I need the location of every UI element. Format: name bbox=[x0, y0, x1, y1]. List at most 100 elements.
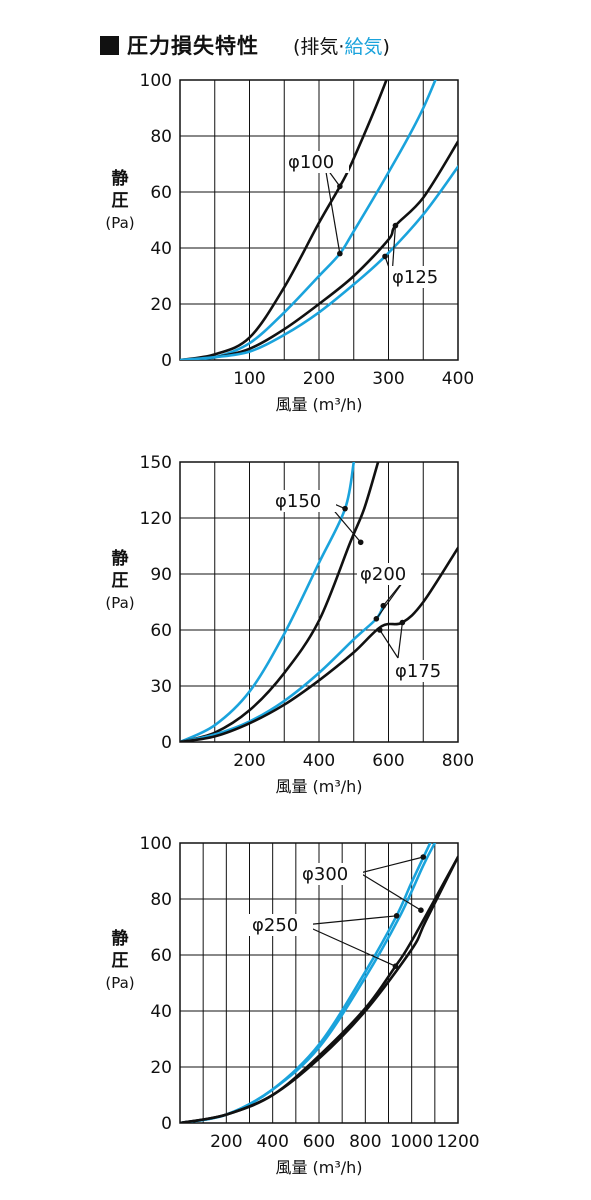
plot-frame bbox=[179, 842, 459, 1124]
chart-title: 圧力損失特性 (排気·給気) bbox=[100, 28, 390, 62]
title-subtitle: (排気·給気) bbox=[293, 32, 390, 59]
y-axis-label: (Pa) bbox=[105, 214, 134, 232]
x-tick-label: 300 bbox=[372, 369, 404, 389]
x-tick-label: 800 bbox=[349, 1132, 381, 1152]
annotation-leader-line bbox=[379, 629, 399, 659]
y-axis-label: 静 bbox=[112, 928, 129, 949]
annotation-leader-line bbox=[324, 165, 341, 254]
y-tick-label: 100 bbox=[140, 71, 172, 91]
x-tick-label: 400 bbox=[256, 1132, 288, 1152]
annotation-label: φ300 bbox=[302, 864, 348, 885]
series-group bbox=[180, 80, 458, 360]
chart-duct-100-125: 0 20 40 60 80 100 100 200 300 400 静圧 (Pa) 風量 (m³/h) φ… bbox=[105, 71, 474, 414]
grid-lines bbox=[180, 80, 458, 360]
annotation-dot bbox=[337, 183, 343, 190]
x-tick-label: 400 bbox=[303, 751, 335, 771]
y-tick-label: 0 bbox=[161, 733, 172, 753]
y-tick-label: 0 bbox=[161, 351, 172, 371]
x-tick-label: 200 bbox=[210, 1132, 242, 1152]
annotation-leader-line bbox=[303, 924, 396, 967]
annotation-leader-line bbox=[397, 622, 403, 659]
annotation-dot bbox=[342, 505, 348, 512]
y-tick-label: 0 bbox=[161, 1114, 172, 1134]
y-axis-label: 圧 bbox=[112, 951, 129, 971]
y-axis-label: 圧 bbox=[112, 191, 129, 211]
annotation-leader-line bbox=[359, 856, 424, 874]
annotation-label-bg bbox=[392, 660, 456, 682]
y-tick-label: 90 bbox=[150, 565, 172, 585]
x-tick-label: 600 bbox=[372, 751, 404, 771]
annotation-dot bbox=[377, 627, 383, 633]
annotation-label: φ250 bbox=[252, 915, 298, 936]
annotation-dot bbox=[373, 616, 380, 622]
y-tick-label: 40 bbox=[150, 1002, 172, 1022]
series-line-blue bbox=[180, 165, 458, 360]
plot-frame bbox=[179, 79, 459, 361]
y-tick-label: 40 bbox=[150, 239, 172, 259]
annotation-dot bbox=[393, 913, 400, 919]
square-bullet-icon bbox=[100, 35, 119, 55]
x-axis-label: 風量 (m³/h) bbox=[275, 395, 362, 414]
y-axis-label: 静 bbox=[112, 548, 129, 569]
series-line-black bbox=[180, 855, 458, 1123]
chart-duct-250-300: 0 20 40 60 80 100 200 400 600 800 1000 1200 静圧 (Pa) 風量… bbox=[105, 834, 479, 1177]
annotation-dot bbox=[380, 602, 387, 609]
x-tick-label: 200 bbox=[233, 751, 265, 771]
y-axis-label: 圧 bbox=[112, 571, 129, 591]
annotation-dot bbox=[420, 854, 427, 860]
series-line-black bbox=[180, 80, 388, 360]
y-tick-label: 60 bbox=[150, 183, 172, 203]
series-group bbox=[180, 843, 458, 1123]
annotation-label: φ100 bbox=[288, 152, 334, 173]
annotation-dot bbox=[392, 963, 399, 969]
y-tick-label: 30 bbox=[150, 677, 172, 697]
annotation-label: φ175 bbox=[395, 661, 441, 682]
y-axis-label: 静 bbox=[112, 168, 129, 189]
y-axis-label: (Pa) bbox=[105, 594, 134, 612]
x-axis-label: 風量 (m³/h) bbox=[275, 1158, 362, 1177]
y-tick-label: 60 bbox=[150, 946, 172, 966]
y-tick-label: 80 bbox=[150, 127, 172, 147]
subtitle-open: (排気· bbox=[293, 35, 345, 58]
annotation-dot bbox=[392, 222, 399, 229]
series-line-blue bbox=[180, 80, 437, 360]
annotation-label-bg bbox=[249, 914, 313, 936]
series-line-black bbox=[180, 546, 458, 742]
annotation-label-bg bbox=[299, 863, 363, 885]
x-tick-label: 1200 bbox=[436, 1132, 479, 1152]
series-line-black bbox=[180, 462, 380, 742]
y-tick-label: 20 bbox=[150, 1058, 172, 1078]
y-axis-label: (Pa) bbox=[105, 974, 134, 992]
subtitle-close: ) bbox=[382, 35, 390, 58]
annotation-dot bbox=[337, 250, 343, 257]
grid-lines bbox=[180, 843, 458, 1123]
annotation-label: φ200 bbox=[360, 564, 406, 585]
y-tick-label: 100 bbox=[140, 834, 172, 854]
annotation-label: φ125 bbox=[392, 267, 438, 288]
series-line-blue bbox=[180, 604, 385, 742]
annotation-leader-line bbox=[359, 872, 422, 911]
y-tick-label: 20 bbox=[150, 295, 172, 315]
y-tick-label: 60 bbox=[150, 621, 172, 641]
x-tick-label: 800 bbox=[442, 751, 474, 771]
annotation-label: φ150 bbox=[275, 491, 321, 512]
title-label: 圧力損失特性 bbox=[127, 34, 259, 58]
x-tick-label: 600 bbox=[303, 1132, 335, 1152]
x-tick-label: 100 bbox=[233, 369, 265, 389]
plot-frame bbox=[179, 461, 459, 743]
annotation-label-bg bbox=[357, 563, 421, 585]
annotation-dot bbox=[382, 253, 388, 260]
annotation-label-bg bbox=[272, 490, 336, 512]
y-tick-label: 80 bbox=[150, 890, 172, 910]
x-tick-label: 1000 bbox=[390, 1132, 433, 1152]
chart-duct-150-200: 0 30 60 90 120 150 200 400 600 800 静圧 (Pa) 風量 (m³/h)… bbox=[105, 453, 474, 796]
x-axis-label: 風量 (m³/h) bbox=[275, 777, 362, 796]
annotation-dot bbox=[418, 907, 424, 913]
annotation-dot bbox=[399, 619, 406, 626]
annotation-label-bg bbox=[285, 151, 349, 173]
y-tick-label: 120 bbox=[140, 509, 172, 529]
annotation-label-bg bbox=[389, 266, 453, 288]
x-tick-label: 400 bbox=[442, 369, 474, 389]
subtitle-blue-text: 給気 bbox=[344, 35, 383, 58]
y-tick-label: 150 bbox=[140, 453, 172, 473]
